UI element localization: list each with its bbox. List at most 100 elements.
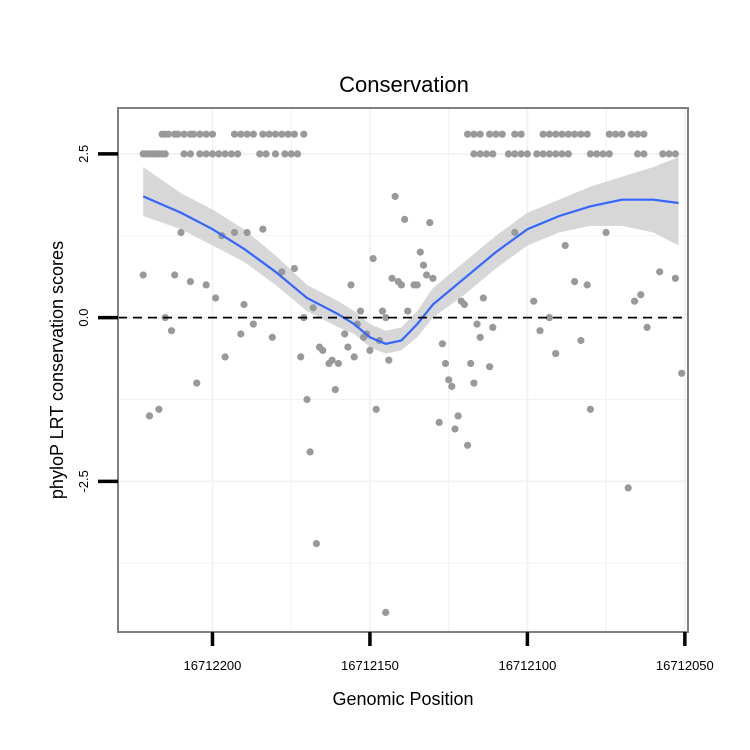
data-point: [539, 130, 547, 138]
data-point: [571, 130, 579, 138]
data-point: [678, 369, 686, 377]
data-point: [470, 150, 478, 158]
data-point: [552, 350, 560, 358]
smooth-line: [142, 195, 679, 345]
data-point: [369, 255, 377, 263]
y-axis-label: phyloP LRT conservation scores: [47, 241, 67, 499]
data-point: [290, 130, 298, 138]
data-point: [460, 300, 468, 309]
y-tick-label: 2.5: [76, 145, 91, 163]
data-point: [193, 379, 201, 387]
data-point: [545, 130, 554, 138]
data-point: [624, 484, 632, 492]
data-point: [558, 150, 566, 158]
data-point: [237, 130, 245, 138]
data-point: [164, 130, 172, 138]
data-point: [249, 130, 257, 138]
data-point: [378, 307, 387, 315]
data-point: [517, 150, 525, 158]
data-point: [413, 281, 421, 289]
data-point: [441, 359, 450, 368]
data-point: [545, 314, 554, 322]
data-point: [416, 248, 424, 256]
data-point: [221, 353, 229, 361]
chart-title: Conservation: [339, 72, 469, 97]
data-point: [423, 271, 431, 279]
data-point: [605, 130, 613, 138]
data-point: [583, 130, 591, 138]
data-point: [637, 291, 645, 299]
data-point: [347, 281, 355, 289]
data-point: [388, 274, 396, 282]
data-point: [306, 448, 314, 456]
data-point: [208, 150, 217, 158]
data-point: [243, 130, 251, 138]
x-axis: 16712200 16712150 16712100 16712050: [184, 632, 714, 673]
data-point: [243, 228, 251, 237]
data-point: [262, 150, 270, 158]
data-point: [612, 130, 620, 138]
data-point: [618, 130, 626, 138]
data-point: [605, 150, 613, 158]
data-point: [561, 241, 569, 250]
data-point: [640, 150, 648, 158]
data-point: [593, 150, 601, 158]
data-point: [271, 150, 280, 158]
data-point: [627, 130, 635, 138]
data-point: [186, 278, 194, 286]
data-point: [259, 225, 267, 233]
data-point: [419, 261, 428, 269]
data-point: [438, 340, 446, 348]
data-point: [234, 150, 242, 158]
data-point: [382, 608, 390, 617]
data-point: [293, 150, 302, 158]
data-point: [426, 219, 434, 227]
x-tick-label: 16712050: [656, 658, 714, 673]
data-point: [511, 228, 519, 237]
data-point: [350, 353, 358, 361]
data-point: [202, 150, 210, 158]
data-point: [482, 150, 491, 158]
data-point: [174, 130, 182, 138]
data-point: [177, 228, 185, 237]
data-point: [397, 281, 405, 289]
data-point: [161, 150, 169, 158]
data-point: [586, 405, 595, 413]
data-point: [656, 268, 664, 276]
data-point: [186, 150, 194, 158]
data-point: [517, 130, 525, 138]
data-point: [227, 150, 235, 158]
data-point: [476, 130, 484, 138]
data-point: [498, 130, 506, 138]
data-point: [476, 150, 484, 158]
data-point: [464, 130, 472, 138]
data-point: [464, 441, 472, 449]
data-point: [533, 150, 541, 158]
y-tick-label: -2.5: [76, 470, 91, 492]
data-point: [564, 150, 572, 158]
data-point: [155, 405, 163, 413]
data-point: [344, 343, 352, 351]
data-point: [382, 314, 390, 322]
data-point: [271, 130, 280, 138]
data-point: [492, 130, 500, 138]
data-point: [429, 274, 437, 282]
data-point: [445, 376, 453, 384]
data-point: [278, 130, 286, 138]
data-point: [671, 150, 680, 158]
data-point: [476, 333, 484, 341]
data-point: [602, 228, 610, 237]
data-point: [256, 150, 264, 158]
x-tick-label: 16712200: [184, 658, 242, 673]
x-axis-label: Genomic Position: [332, 689, 473, 709]
data-point: [230, 130, 239, 138]
data-point: [671, 274, 680, 282]
data-point: [630, 297, 639, 305]
data-point: [180, 130, 188, 138]
data-point: [268, 333, 276, 341]
data-point: [404, 307, 412, 315]
data-point: [486, 363, 494, 371]
data-point: [577, 130, 585, 138]
data-point: [139, 271, 147, 279]
